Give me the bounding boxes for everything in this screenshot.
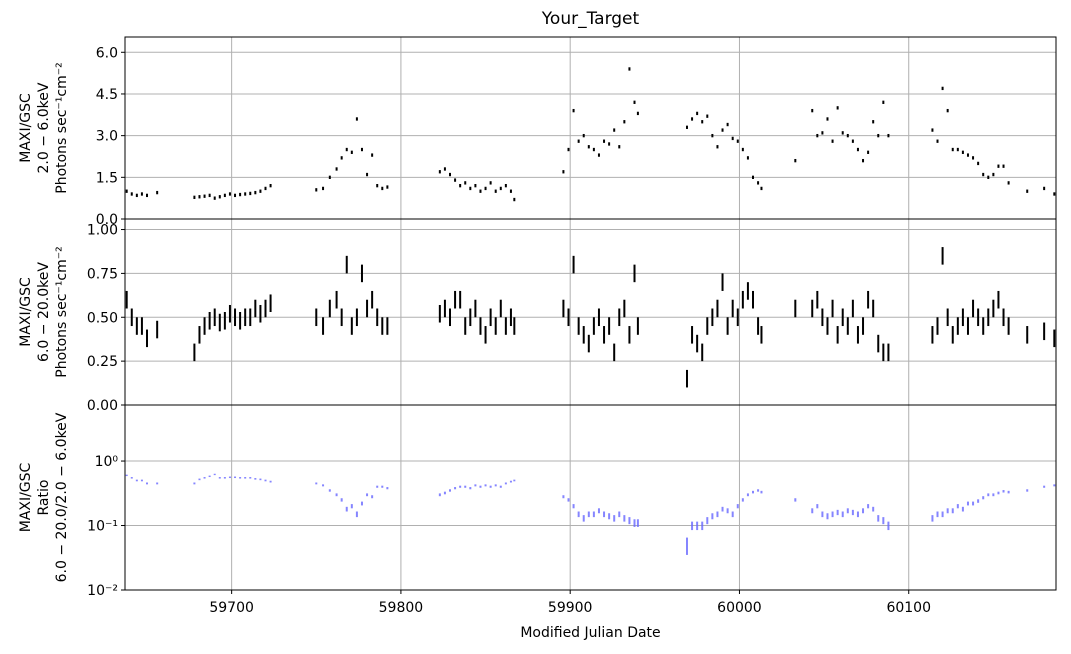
x-axis-label: Modified Julian Date [520, 625, 660, 641]
y-axis-label: 6.0 − 20.0/2.0 − 6.0keV [54, 412, 70, 582]
y-tick-label: 3.0 [96, 129, 118, 145]
y-tick-label: 4.5 [96, 87, 118, 103]
y-tick-label: 6.0 [96, 45, 118, 61]
x-tick-label: 59700 [209, 600, 254, 616]
y-tick-label: 0.0 [96, 212, 118, 228]
y-axis-label: 2.0 − 6.0keV [36, 82, 52, 173]
x-tick-label: 60000 [717, 600, 762, 616]
y-tick-label: 0.00 [87, 398, 118, 414]
y-tick-label: 0.75 [87, 266, 118, 282]
x-tick-label: 59900 [548, 600, 593, 616]
y-tick-label: 1.5 [96, 170, 118, 186]
y-tick-label: 10⁰ [95, 454, 119, 470]
y-tick-label: 0.50 [87, 310, 118, 326]
chart-title: Your_Target [541, 9, 640, 29]
y-axis-label: MAXI/GSC [18, 462, 34, 532]
y-axis-label: Ratio [36, 480, 52, 516]
y-tick-label: 1.00 [87, 223, 118, 239]
y-tick-label: 10⁻¹ [87, 519, 118, 535]
y-axis-label: MAXI/GSC [18, 93, 34, 163]
y-tick-label: 0.25 [87, 354, 118, 370]
y-axis-label: MAXI/GSC [18, 277, 34, 347]
x-tick-label: 60100 [886, 600, 931, 616]
y-axis-label: Photons sec⁻¹cm⁻² [54, 62, 70, 194]
x-tick-label: 59800 [379, 600, 424, 616]
plot-frame [124, 36, 1057, 220]
plot-frame [124, 404, 1057, 591]
y-axis-label: 6.0 − 20.0keV [36, 262, 52, 362]
y-tick-label: 10⁻² [87, 583, 118, 599]
y-axis-label: Photons sec⁻¹cm⁻² [54, 246, 70, 378]
